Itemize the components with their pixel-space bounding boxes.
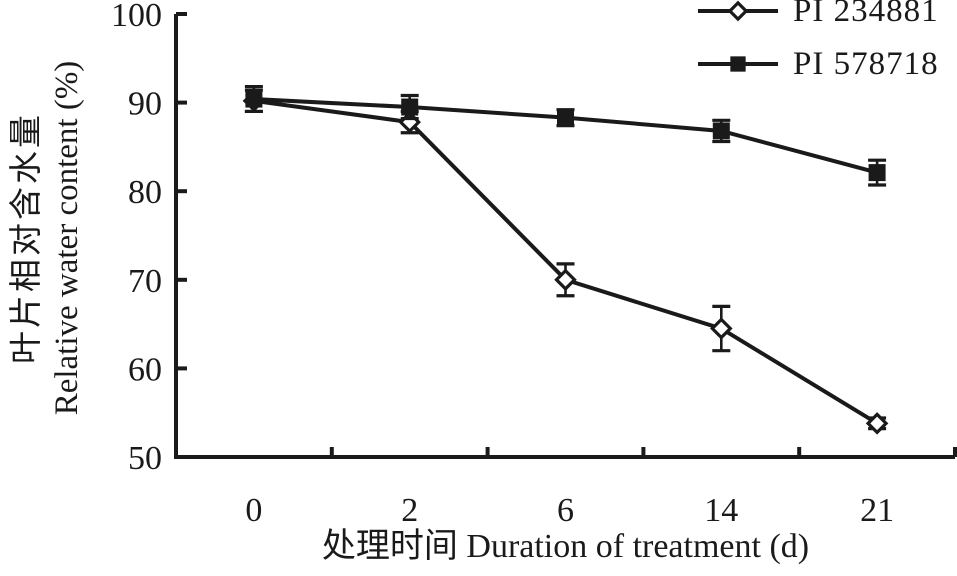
y-axis-title-chinese: 叶片相对含水量	[9, 112, 45, 364]
legend-item-pi578718: PI 578718	[696, 46, 939, 82]
legend-label: PI 578718	[793, 46, 939, 82]
x-tick-label: 0	[245, 492, 262, 529]
data-point-marker	[245, 90, 263, 108]
open-diamond-marker-icon	[698, 0, 778, 22]
legend-marker	[730, 56, 746, 72]
x-axis-title: 处理时间 Duration of treatment (d)	[321, 528, 810, 565]
data-point-marker	[557, 109, 574, 127]
legend-marker	[727, 0, 749, 22]
y-tick-label: 100	[111, 0, 162, 34]
data-point-marker	[554, 268, 577, 292]
legend-label: PI 234881	[793, 0, 939, 29]
y-tick-label: 90	[128, 86, 162, 123]
y-axis-title: 叶片相对含水量 Relative water content (%)	[5, 8, 89, 468]
data-point-marker	[865, 412, 889, 435]
y-tick-label: 60	[128, 351, 162, 388]
data-point-marker	[868, 164, 886, 182]
data-point-marker	[710, 317, 733, 340]
y-tick-label: 70	[128, 263, 162, 300]
legend: PI 234881 PI 578718	[696, 0, 939, 82]
x-tick-label: 21	[860, 492, 894, 529]
y-tick-label: 80	[128, 174, 162, 211]
x-tick-label: 14	[704, 492, 738, 529]
y-tick-label: 50	[128, 440, 162, 477]
legend-item-pi234881: PI 234881	[696, 0, 939, 29]
x-tick-label: 2	[401, 492, 418, 529]
data-point-marker	[712, 122, 730, 140]
y-axis-title-english: Relative water content (%)	[49, 60, 85, 416]
x-tick-label: 6	[557, 492, 574, 529]
data-point-marker	[401, 98, 419, 116]
filled-square-marker-icon	[698, 56, 778, 72]
